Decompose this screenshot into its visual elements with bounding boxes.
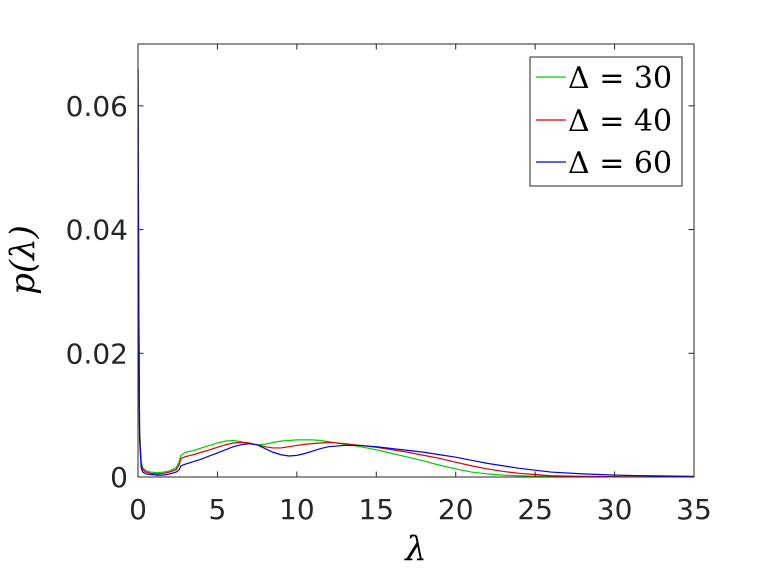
y-tick-label-2: 0.04 (66, 214, 128, 247)
legend-label-series-0: Δ = 30 (568, 61, 672, 96)
legend-label-series-2: Δ = 60 (568, 146, 672, 181)
x-tick-label-5: 25 (517, 493, 553, 526)
series-line-1 (138, 68, 694, 477)
legend: Δ = 30 Δ = 40 Δ = 60 (529, 56, 683, 187)
series-line-0 (138, 68, 694, 477)
x-tick-label-4: 20 (438, 493, 474, 526)
series-layer (138, 68, 694, 477)
y-tick-label-0: 0 (110, 461, 128, 494)
ticks-layer: 0 5 10 15 20 25 30 35 0 0.02 0.04 0.06 (66, 44, 712, 526)
x-tick-label-0: 0 (129, 493, 147, 526)
legend-label-series-1: Δ = 40 (568, 104, 672, 139)
y-tick-label-1: 0.02 (66, 337, 128, 370)
axes-box (137, 43, 695, 478)
series-line-2 (138, 68, 694, 477)
x-tick-label-2: 10 (279, 493, 315, 526)
x-tick-label-6: 30 (597, 493, 633, 526)
y-axis-label: p(λ) (3, 225, 43, 295)
x-tick-label-1: 5 (209, 493, 227, 526)
x-axis-label: λ (403, 529, 427, 569)
x-tick-label-7: 35 (676, 493, 712, 526)
legend-box (529, 56, 683, 187)
x-tick-label-3: 15 (358, 493, 394, 526)
y-tick-label-3: 0.06 (66, 90, 128, 123)
